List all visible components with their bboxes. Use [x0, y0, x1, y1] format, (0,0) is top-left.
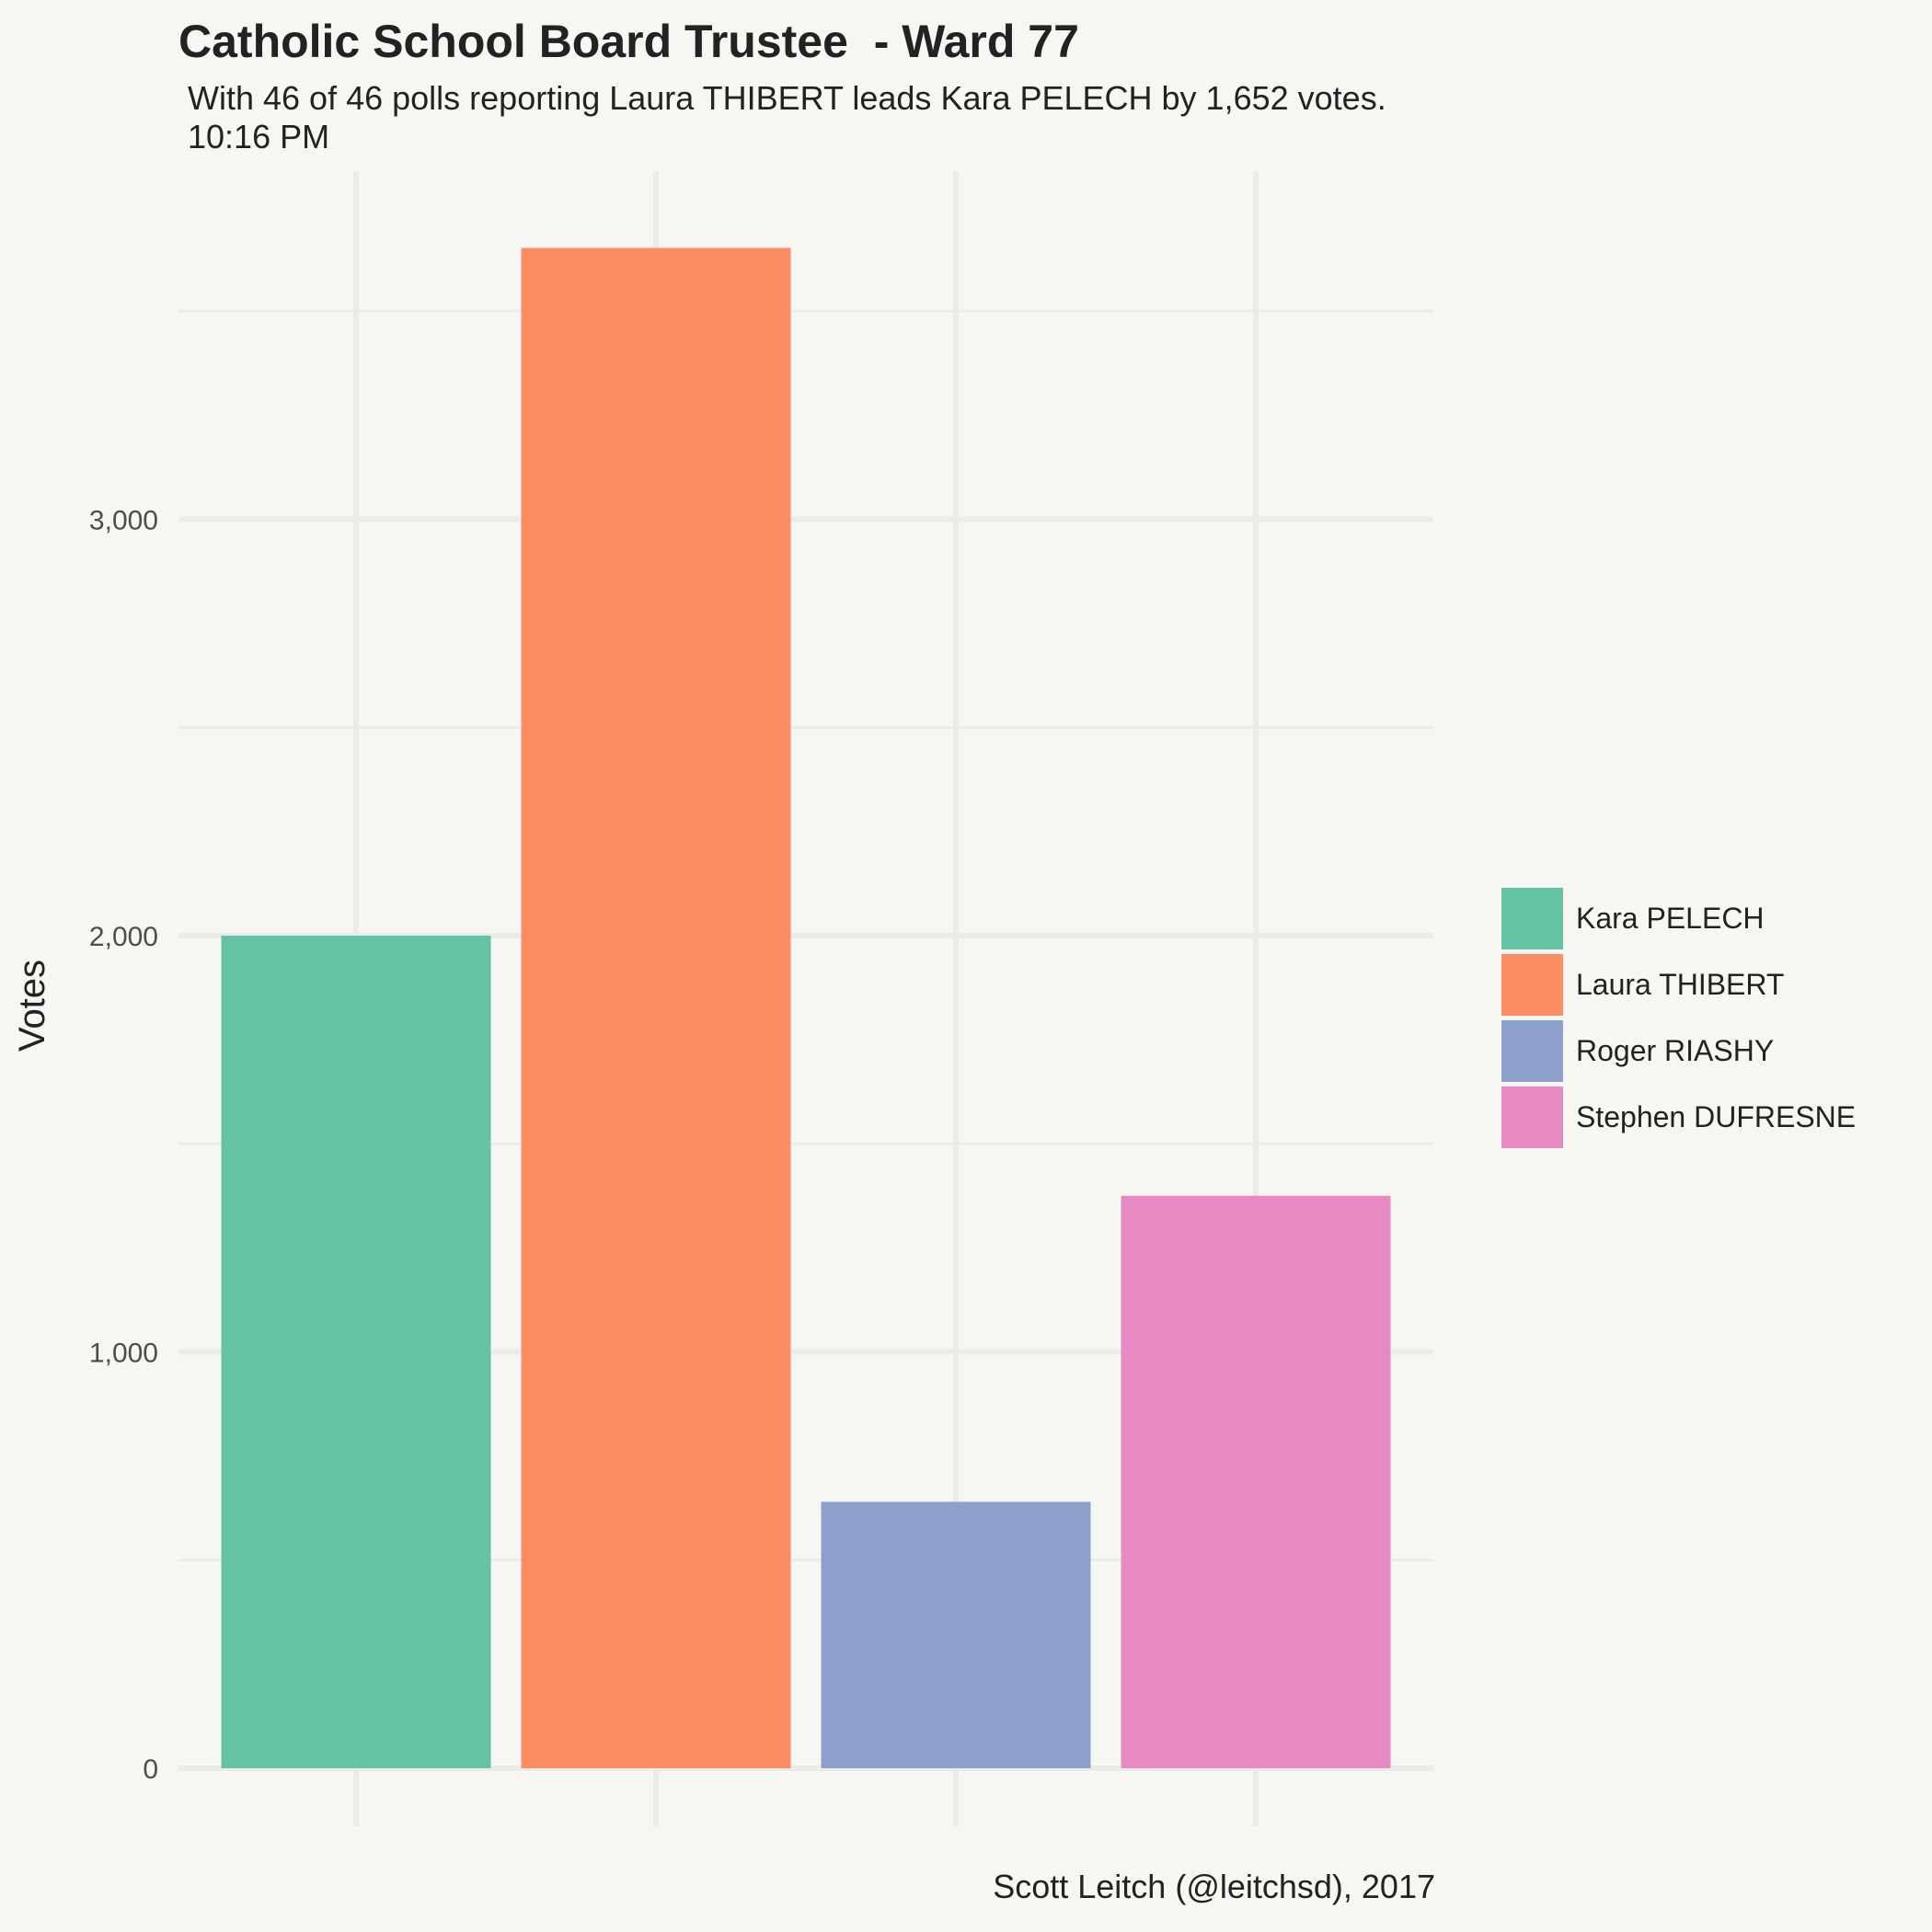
chart-title: Catholic School Board Trustee - Ward 77 [178, 16, 1079, 67]
legend-swatch [1501, 1019, 1563, 1082]
bar [221, 936, 491, 1768]
y-axis-title: Votes [12, 960, 52, 1052]
legend-item: Roger RIASHY [1501, 1018, 1856, 1084]
legend-label: Roger RIASHY [1576, 1033, 1775, 1067]
bar [821, 1501, 1091, 1768]
y-tick-label: 3,000 [89, 506, 158, 536]
legend-label: Laura THIBERT [1576, 967, 1785, 1001]
y-tick-label: 0 [143, 1754, 158, 1785]
y-tick-label: 1,000 [89, 1339, 158, 1369]
legend-swatch [1501, 887, 1563, 949]
y-tick-labels: 0 1,000 2,000 3,000 [89, 506, 158, 1786]
legend-item: Laura THIBERT [1501, 951, 1856, 1018]
legend-swatch [1501, 953, 1563, 1016]
legend-item: Kara PELECH [1501, 885, 1856, 951]
legend-label: Stephen DUFRESNE [1576, 1099, 1857, 1133]
bars [221, 247, 1391, 1769]
subtitle-line: With 46 of 46 polls reporting Laura THIB… [188, 79, 1386, 117]
legend-label: Kara PELECH [1576, 901, 1765, 935]
legend-swatch [1501, 1086, 1563, 1148]
subtitle-line: 10:16 PM [188, 118, 330, 155]
bar [1121, 1195, 1391, 1768]
chart-caption: Scott Leitch (@leitchsd), 2017 [993, 1868, 1435, 1905]
chart-subtitle: With 46 of 46 polls reporting Laura THIB… [188, 79, 1844, 156]
bar [521, 247, 791, 1769]
legend: Kara PELECH Laura THIBERT Roger RIASHY Step… [1501, 885, 1856, 1150]
legend-item: Stephen DUFRESNE [1501, 1084, 1856, 1150]
y-tick-label: 2,000 [89, 922, 158, 952]
